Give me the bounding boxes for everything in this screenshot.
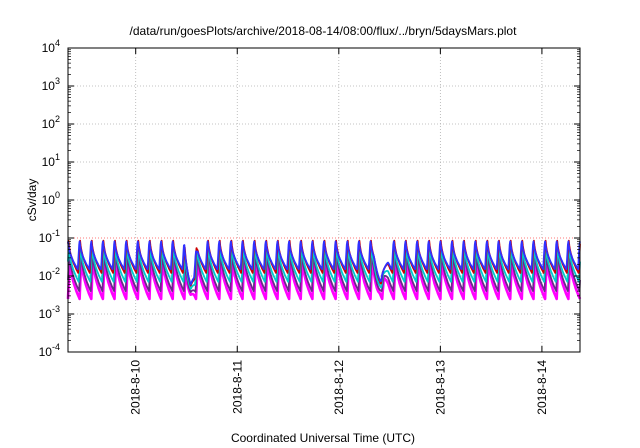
y-tick-label: 10-4 (39, 342, 60, 359)
x-tick-label: 2018-8-10 (129, 360, 143, 415)
x-tick-label: 2018-8-14 (535, 360, 549, 415)
y-tick-label: 10-3 (39, 304, 60, 321)
y-tick-label: 101 (42, 152, 60, 169)
y-tick-label: 103 (42, 76, 60, 93)
x-axis: 2018-8-10 2018-8-11 2018-8-12 2018-8-13 2018… (129, 48, 549, 415)
y-tick-label: 10-1 (39, 228, 60, 245)
y-tick-label: 102 (42, 114, 60, 131)
y-tick-label: 100 (42, 190, 60, 207)
y-tick-label: 10-2 (39, 266, 60, 283)
chart-title: /data/run/goesPlots/archive/2018-08-14/0… (130, 24, 518, 38)
series-line (67, 240, 581, 286)
series-layer (66, 239, 582, 301)
y-axis-label: cSv/day (25, 179, 39, 222)
x-tick-label: 2018-8-11 (230, 360, 244, 414)
y-axis: 10-4 10-3 10-2 10-1 100 101 102 103 104 (39, 38, 580, 359)
series-line (67, 254, 581, 293)
x-tick-label: 2018-8-12 (332, 360, 346, 415)
x-axis-label: Coordinated Universal Time (UTC) (231, 431, 415, 445)
series-line (66, 260, 582, 301)
grid (68, 48, 580, 352)
y-tick-label: 104 (42, 38, 60, 55)
x-tick-label: 2018-8-13 (433, 360, 447, 415)
